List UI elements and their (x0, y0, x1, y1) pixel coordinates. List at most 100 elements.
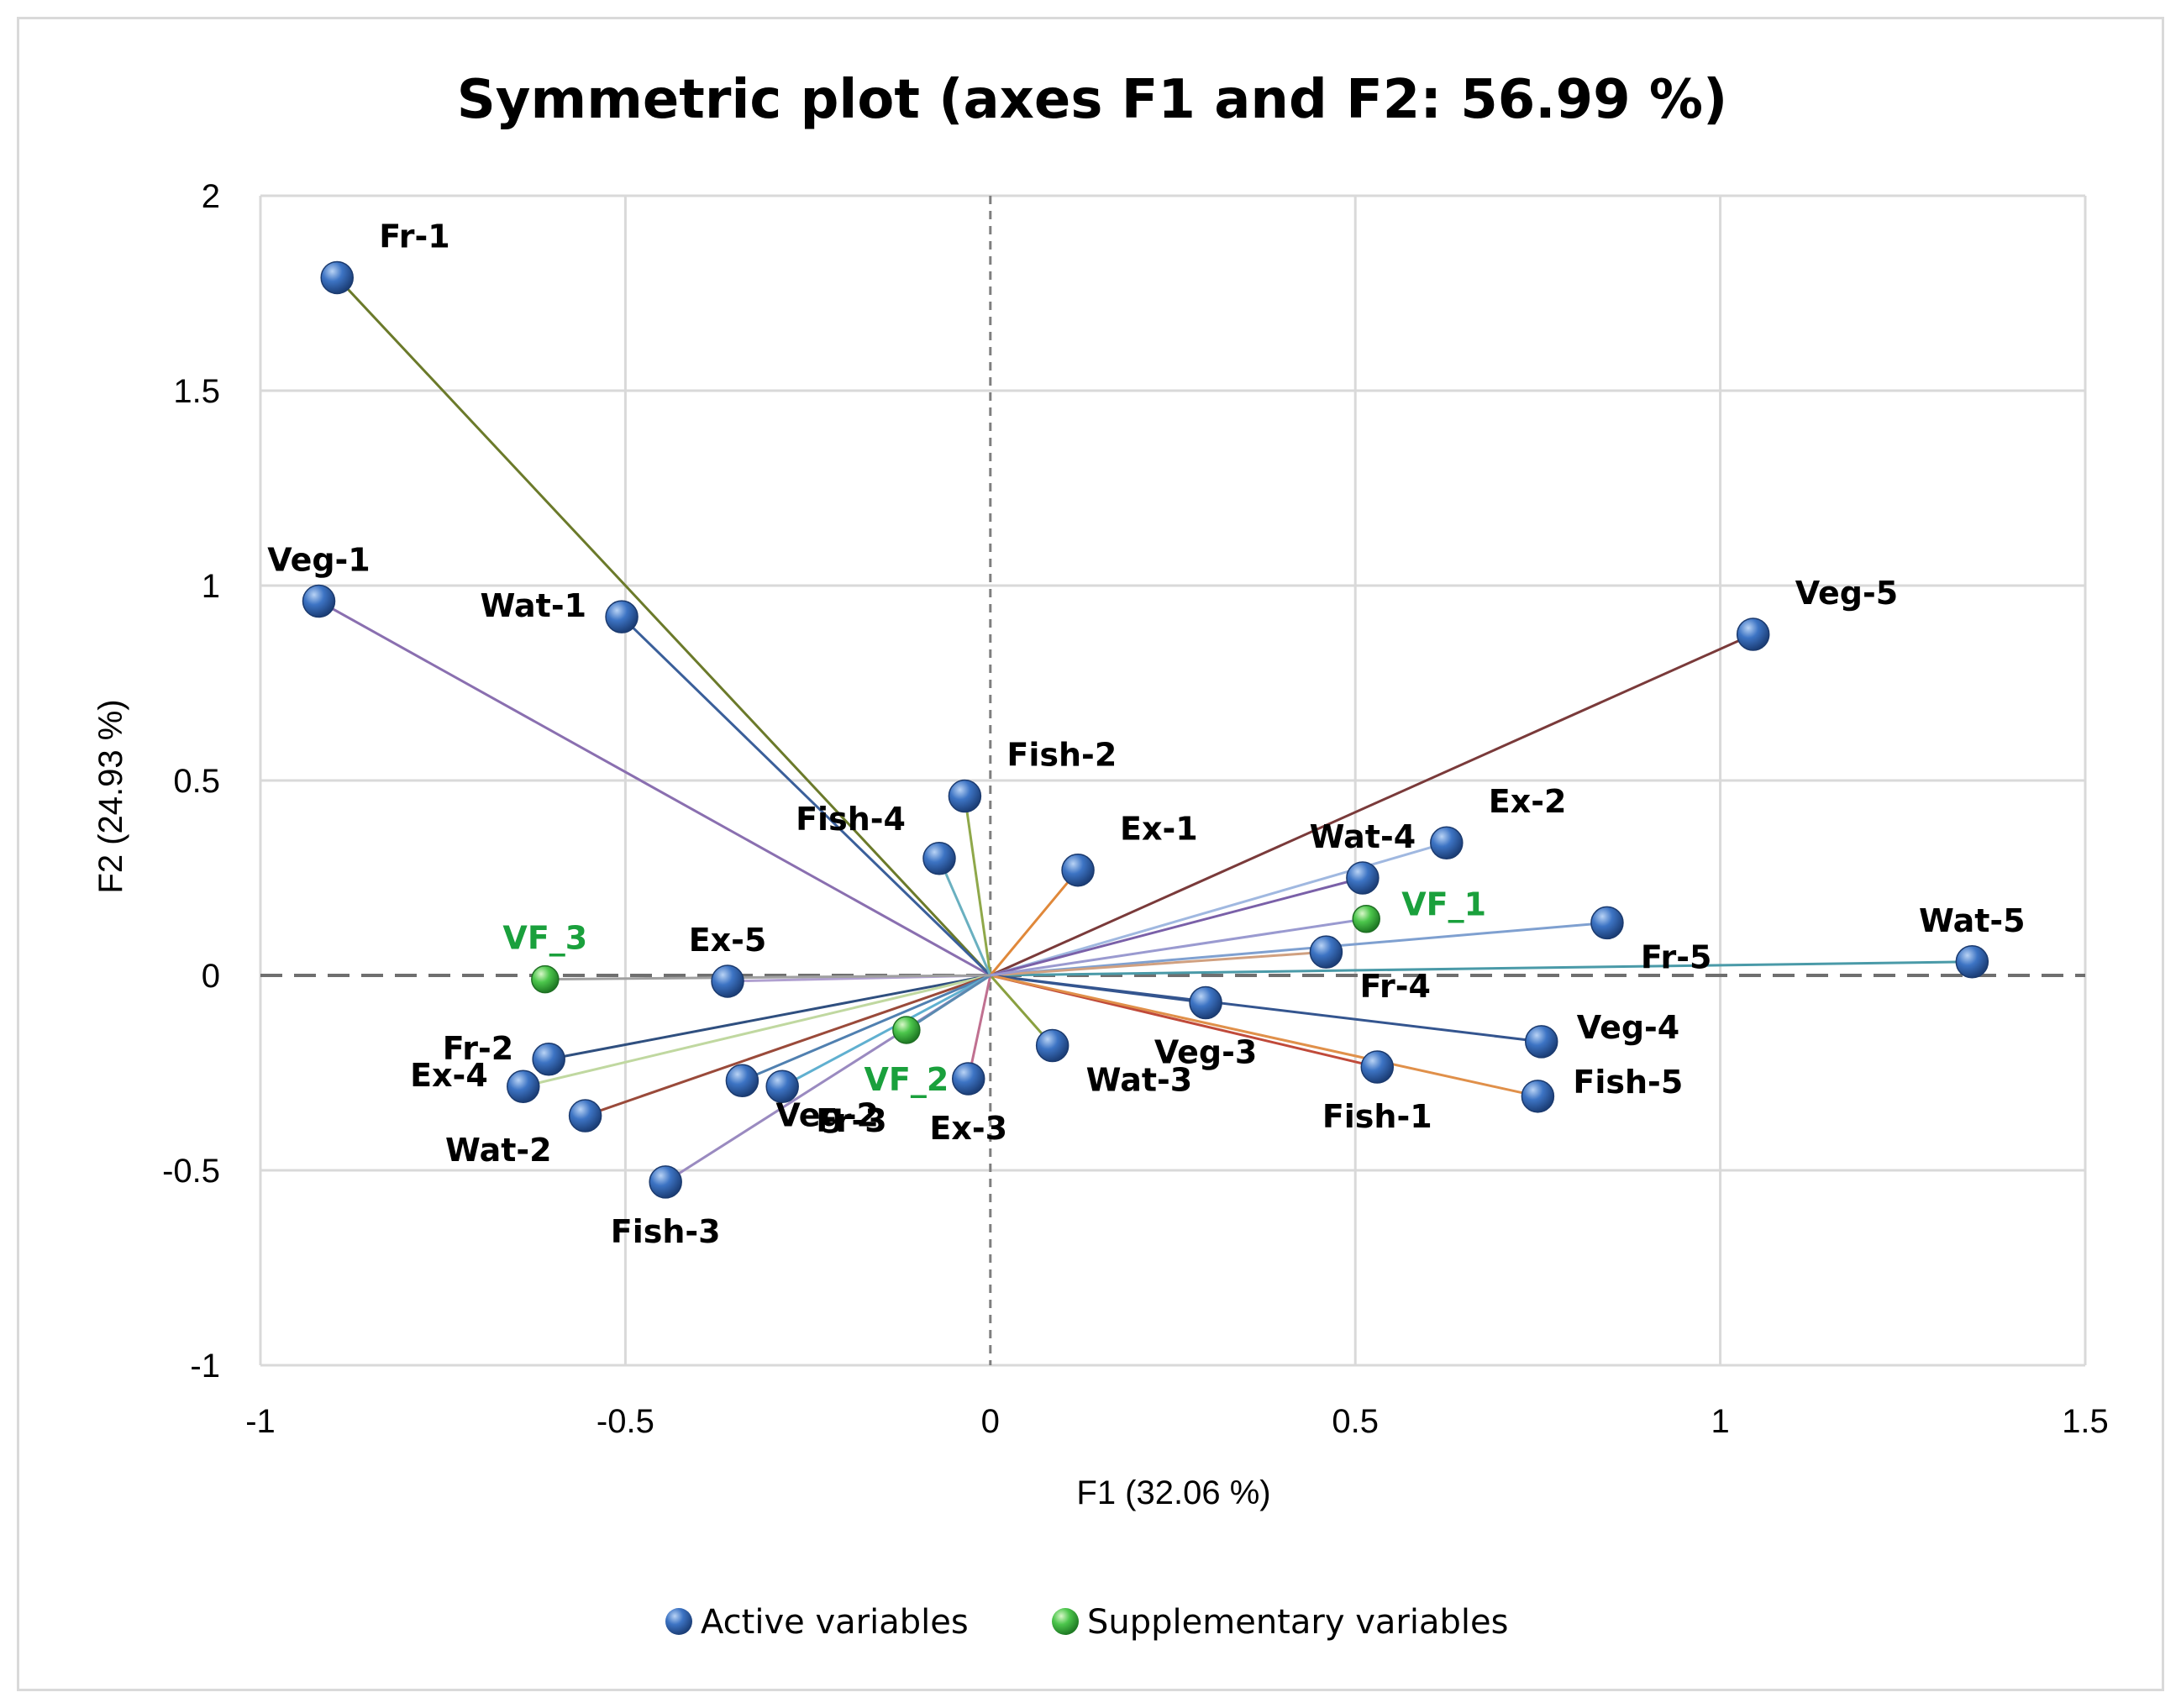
chart-frame (17, 17, 2164, 1691)
vector-line-fr-4 (990, 950, 1327, 977)
x-tick-label: 1 (1711, 1403, 1729, 1440)
vector-line-veg-1 (318, 600, 991, 977)
point-vf-3 (531, 964, 560, 994)
label-ex-1: Ex-1 (1120, 811, 1198, 848)
point-fr-5 (1590, 906, 1624, 940)
label-veg-3: Veg-3 (1154, 1033, 1258, 1070)
y-axis-title: F2 (24.93 %) (92, 699, 129, 893)
y-tick-label: -1 (190, 1348, 220, 1385)
point-fr-4 (1309, 935, 1343, 969)
vector-line-wat-1 (621, 616, 991, 977)
point-wat-3 (1035, 1028, 1069, 1063)
point-veg-3 (1189, 985, 1222, 1020)
label-ex-5: Ex-5 (689, 922, 767, 959)
zero-axes (260, 196, 2085, 1365)
y-tick-label: 0.5 (173, 763, 220, 800)
x-axis-title: F1 (32.06 %) (1076, 1474, 1270, 1511)
legend-label-supplementary: Supplementary variables (1087, 1603, 1508, 1642)
vector-line-ex-1 (989, 869, 1080, 976)
label-ex-3: Ex-3 (929, 1110, 1007, 1147)
point-fr-1 (320, 260, 354, 295)
vector-line-wat-2 (585, 974, 991, 1117)
vector-line-fish-5 (990, 974, 1538, 1098)
label-fish-1: Fish-1 (1322, 1098, 1432, 1135)
label-vf-2: VF_2 (864, 1061, 949, 1098)
point-ex-5 (711, 964, 744, 998)
point-wat-5 (1955, 945, 1989, 979)
vector-line-veg-2 (741, 974, 991, 1082)
vector-line-fish-4 (938, 858, 992, 976)
label-fr-1: Fr-1 (379, 218, 449, 255)
vector-line-vf-1 (990, 917, 1367, 977)
vector-line-fr-3 (781, 974, 991, 1088)
x-tick-label: 1.5 (2062, 1403, 2109, 1440)
point-ex-3 (951, 1062, 985, 1096)
vector-line-ex-3 (967, 975, 992, 1080)
point-wat-2 (568, 1099, 602, 1133)
point-veg-2 (725, 1064, 759, 1098)
label-vf-1: VF_1 (1401, 886, 1486, 923)
y-tick-label: 1.5 (173, 373, 220, 410)
label-wat-5: Wat-5 (1919, 902, 2026, 939)
chart-title: Symmetric plot (axes F1 and F2: 56.99 %) (457, 69, 1728, 131)
x-tick-label: -0.5 (596, 1403, 654, 1440)
point-fish-2 (948, 779, 982, 813)
label-fish-4: Fish-4 (796, 801, 906, 838)
tick-labels: -1 -0.5 0 0.5 1 1.5 -1 -0.5 0 0.5 1 1.5 2 (162, 178, 2109, 1440)
point-fish-3 (649, 1165, 682, 1199)
label-fr-5: Fr-5 (1641, 938, 1711, 975)
label-wat-4: Wat-4 (1310, 818, 1416, 855)
label-fish-2: Fish-2 (1006, 737, 1117, 774)
point-ex-1 (1061, 853, 1095, 887)
x-tick-label: 0 (981, 1403, 1000, 1440)
label-fr-3: Fr-3 (816, 1102, 886, 1139)
label-wat-1: Wat-1 (480, 587, 586, 624)
point-labels: Fr-1 Veg-1 Wat-1 Veg-5 Fish-2 Fish-4 Ex-1 Ex-2 W… (267, 218, 2025, 1249)
point-ex-2 (1430, 826, 1464, 859)
point-veg-5 (1736, 618, 1770, 651)
point-fr-2 (532, 1043, 565, 1076)
label-ex-2: Ex-2 (1489, 783, 1567, 820)
label-wat-3: Wat-3 (1086, 1062, 1193, 1099)
vector-line-wat-4 (990, 876, 1364, 977)
label-veg-2: Veg-2 (775, 1096, 879, 1133)
label-veg-4: Veg-4 (1577, 1009, 1680, 1046)
y-tick-label: -0.5 (162, 1153, 220, 1190)
point-wat-4 (1346, 861, 1380, 895)
vector-line-fr-1 (336, 276, 991, 977)
label-veg-5: Veg-5 (1795, 575, 1899, 612)
y-tick-label: 1 (202, 568, 220, 605)
label-fish-5: Fish-5 (1573, 1064, 1683, 1101)
point-fish-5 (1521, 1080, 1555, 1113)
grid (259, 194, 2087, 1367)
legend: Active variables Supplementary variables (665, 1603, 1508, 1642)
vector-line-fr-5 (990, 921, 1608, 977)
vector-line-vf-3 (544, 974, 991, 981)
point-fish-1 (1360, 1050, 1395, 1084)
legend-label-active: Active variables (701, 1603, 969, 1642)
point-fish-4 (922, 842, 956, 875)
label-fr-2: Fr-2 (443, 1030, 513, 1067)
vector-line-veg-5 (990, 633, 1754, 977)
label-vf-3: VF_3 (502, 920, 587, 957)
x-tick-label: -1 (245, 1403, 276, 1440)
vector-line-wat-5 (990, 960, 1973, 977)
legend-marker-active (665, 1608, 692, 1635)
point-vf-1 (1352, 904, 1380, 933)
label-fr-4: Fr-4 (1359, 968, 1430, 1005)
vector-line-veg-4 (990, 974, 1542, 1043)
vector-line-fr-2 (548, 974, 991, 1061)
label-ex-4: Ex-4 (410, 1057, 488, 1094)
point-ex-4 (507, 1069, 540, 1103)
y-tick-label: 0 (202, 958, 220, 995)
vector-line-vf-2 (906, 974, 991, 1032)
vector-line-fish-2 (963, 796, 992, 976)
point-wat-1 (605, 600, 639, 633)
vector-lines (318, 276, 1973, 1184)
point-veg-1 (302, 584, 336, 618)
point-veg-4 (1524, 1025, 1558, 1059)
point-vf-2 (892, 1016, 921, 1044)
label-wat-2: Wat-2 (445, 1132, 552, 1169)
data-points (302, 260, 1989, 1199)
